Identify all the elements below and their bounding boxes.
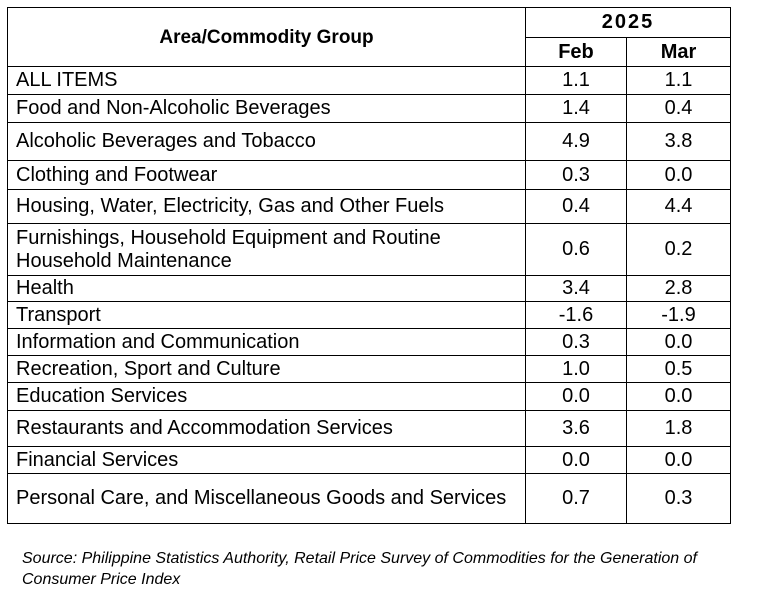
commodity-group-cell: Furnishings, Household Equipment and Rou… [7, 223, 526, 276]
commodity-group-cell: ALL ITEMS [7, 66, 526, 95]
commodity-group-cell: Food and Non-Alcoholic Beverages [7, 94, 526, 123]
feb-value-cell: -1.6 [525, 301, 627, 329]
feb-value-cell: 3.4 [525, 275, 627, 302]
mar-value-cell: 0.2 [626, 223, 731, 276]
table-body: ALL ITEMS 1.1 1.1 Food and Non-Alcoholic Be… [7, 66, 731, 524]
column-header-mar: Mar [626, 37, 731, 67]
feb-value-cell: 1.0 [525, 355, 627, 383]
feb-value-cell: 1.4 [525, 94, 627, 123]
feb-value-cell: 1.1 [525, 66, 627, 95]
commodity-group-cell: Housing, Water, Electricity, Gas and Oth… [7, 189, 526, 224]
mar-value-cell: 3.8 [626, 122, 731, 161]
mar-value-cell: 0.0 [626, 328, 731, 356]
commodity-group-cell: Restaurants and Accommodation Services [7, 410, 526, 447]
commodity-group-cell: Education Services [7, 382, 526, 411]
table-row: Financial Services 0.0 0.0 [7, 446, 731, 474]
commodity-group-cell: Information and Communication [7, 328, 526, 356]
feb-value-cell: 0.0 [525, 446, 627, 474]
feb-value-cell: 0.4 [525, 189, 627, 224]
table-row: Recreation, Sport and Culture 1.0 0.5 [7, 355, 731, 383]
source-note: Source: Philippine Statistics Authority,… [22, 550, 697, 588]
mar-value-cell: 0.0 [626, 446, 731, 474]
feb-value-cell: 0.6 [525, 223, 627, 276]
feb-value-cell: 0.3 [525, 160, 627, 190]
mar-value-cell: 1.1 [626, 66, 731, 95]
inflation-table: Area/Commodity Group 2025 Feb Mar ALL IT… [7, 7, 731, 524]
commodity-group-cell: Financial Services [7, 446, 526, 474]
table-row: Information and Communication 0.3 0.0 [7, 328, 731, 356]
table-row: Furnishings, Household Equipment and Rou… [7, 223, 731, 276]
table-row: Transport -1.6 -1.9 [7, 301, 731, 329]
table-row: Restaurants and Accommodation Services 3.… [7, 410, 731, 447]
commodity-group-cell: Clothing and Footwear [7, 160, 526, 190]
mar-value-cell: 0.5 [626, 355, 731, 383]
mar-value-cell: -1.9 [626, 301, 731, 329]
table-row: Education Services 0.0 0.0 [7, 382, 731, 411]
feb-value-cell: 3.6 [525, 410, 627, 447]
commodity-group-cell: Transport [7, 301, 526, 329]
table-row: Personal Care, and Miscellaneous Goods a… [7, 473, 731, 524]
mar-value-cell: 0.3 [626, 473, 731, 524]
mar-value-cell: 0.4 [626, 94, 731, 123]
commodity-group-cell: Recreation, Sport and Culture [7, 355, 526, 383]
column-header-group: Area/Commodity Group [7, 7, 526, 67]
table-row: Housing, Water, Electricity, Gas and Oth… [7, 189, 731, 224]
mar-value-cell: 4.4 [626, 189, 731, 224]
table-header: Area/Commodity Group 2025 Feb Mar [7, 7, 731, 67]
feb-value-cell: 0.7 [525, 473, 627, 524]
inflation-table-container: Area/Commodity Group 2025 Feb Mar ALL IT… [7, 7, 731, 524]
mar-value-cell: 2.8 [626, 275, 731, 302]
commodity-group-cell: Personal Care, and Miscellaneous Goods a… [7, 473, 526, 524]
table-row: ALL ITEMS 1.1 1.1 [7, 66, 731, 95]
feb-value-cell: 0.0 [525, 382, 627, 411]
column-header-feb: Feb [525, 37, 627, 67]
mar-value-cell: 0.0 [626, 160, 731, 190]
commodity-group-cell: Alcoholic Beverages and Tobacco [7, 122, 526, 161]
mar-value-cell: 0.0 [626, 382, 731, 411]
table-row: Health 3.4 2.8 [7, 275, 731, 302]
table-row: Food and Non-Alcoholic Beverages 1.4 0.4 [7, 94, 731, 123]
table-row: Clothing and Footwear 0.3 0.0 [7, 160, 731, 190]
feb-value-cell: 0.3 [525, 328, 627, 356]
table-row: Alcoholic Beverages and Tobacco 4.9 3.8 [7, 122, 731, 161]
feb-value-cell: 4.9 [525, 122, 627, 161]
commodity-group-cell: Health [7, 275, 526, 302]
column-header-year: 2025 [525, 7, 731, 38]
mar-value-cell: 1.8 [626, 410, 731, 447]
